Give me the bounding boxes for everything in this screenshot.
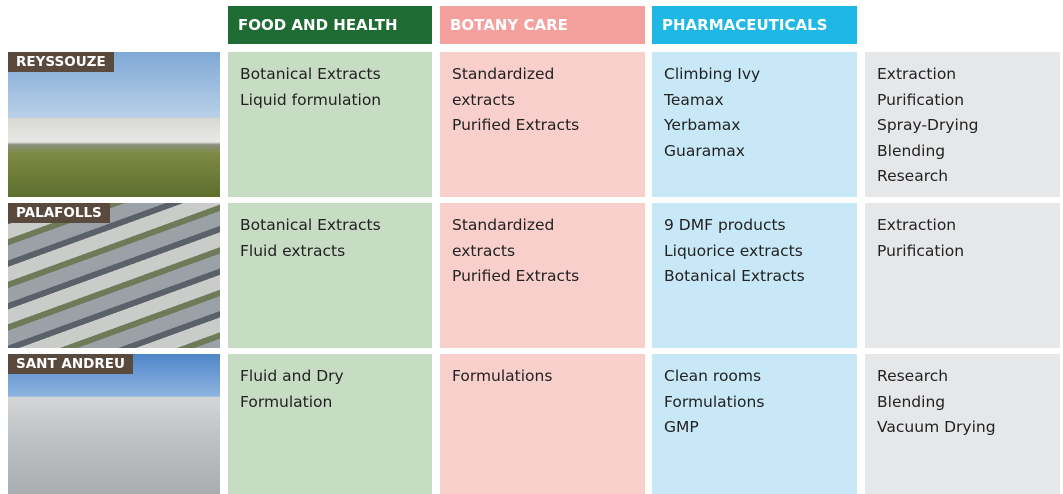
cell: Botanical Extracts Fluid extracts xyxy=(228,203,432,348)
cell-line: Purification xyxy=(877,241,965,260)
cell-line: Formulations xyxy=(664,392,765,411)
cell-line: Yerbamax xyxy=(664,116,741,134)
cell-line: Purified Extracts xyxy=(452,267,580,285)
cell-line: Botanical Extracts xyxy=(664,267,805,285)
cell-line: Research xyxy=(877,367,949,385)
site-label: SANT ANDREU xyxy=(8,354,133,374)
cell-line: Purified Extracts xyxy=(452,116,580,134)
cell: Extraction Purification xyxy=(865,203,1060,348)
cell: Research Blending Vacuum Drying xyxy=(865,354,1060,494)
site-label: REYSSOUZE xyxy=(8,52,114,72)
cell-line: Extraction xyxy=(877,65,957,83)
cell-line: Blending xyxy=(877,141,946,160)
cell-line: Fluid and Dry xyxy=(240,367,344,385)
cell-line: Teamax xyxy=(664,90,724,109)
cell-line: Liquorice extracts xyxy=(664,241,803,260)
cell: 9 DMF products Liquorice extracts Botanica… xyxy=(652,203,857,348)
cell-line: Standardized xyxy=(452,65,555,83)
cell: Standardized extracts Purified Extracts xyxy=(440,203,645,348)
cell: Botanical Extracts Liquid formulation xyxy=(228,52,432,197)
cell: Formulations xyxy=(440,354,645,494)
cell-line: Formulation xyxy=(240,392,333,411)
cell-line: extracts xyxy=(452,241,516,260)
cell-line: Botanical Extracts xyxy=(240,65,381,83)
site-photo: PALAFOLLS xyxy=(8,203,220,348)
cell-line: Research xyxy=(877,167,949,185)
cell-line: Extraction xyxy=(877,216,957,234)
cell-line: Standardized xyxy=(452,216,555,234)
cell: Extraction Purification Spray-Drying Blendi… xyxy=(865,52,1060,197)
cell-line: Botanical Extracts xyxy=(240,216,381,234)
cell-line: Liquid formulation xyxy=(240,90,382,109)
cell-line: Climbing Ivy xyxy=(664,65,761,83)
cell-line: GMP xyxy=(664,418,699,436)
cell-line: Formulations xyxy=(452,367,553,385)
column-header: FOOD AND HEALTH xyxy=(228,6,432,44)
site-photo: REYSSOUZE xyxy=(8,52,220,197)
column-header: BOTANY CARE xyxy=(440,6,645,44)
cell: Clean rooms Formulations GMP xyxy=(652,354,857,494)
cell: Climbing Ivy Teamax Yerbamax Guaramax xyxy=(652,52,857,197)
cell-line: Spray-Drying xyxy=(877,116,979,134)
cell-line: Purification xyxy=(877,90,965,109)
cell-line: 9 DMF products xyxy=(664,216,786,234)
cell: Fluid and Dry Formulation xyxy=(228,354,432,494)
cell-line: Clean rooms xyxy=(664,367,762,385)
cell-line: Blending xyxy=(877,392,946,411)
cell-line: Fluid extracts xyxy=(240,241,346,260)
cell-line: Guaramax xyxy=(664,141,745,160)
cell-line: Vacuum Drying xyxy=(877,418,996,436)
cell: Standardized extracts Purified Extracts xyxy=(440,52,645,197)
site-label: PALAFOLLS xyxy=(8,203,110,223)
site-photo: SANT ANDREU xyxy=(8,354,220,494)
column-header: PHARMACEUTICALS xyxy=(652,6,857,44)
cell-line: extracts xyxy=(452,90,516,109)
